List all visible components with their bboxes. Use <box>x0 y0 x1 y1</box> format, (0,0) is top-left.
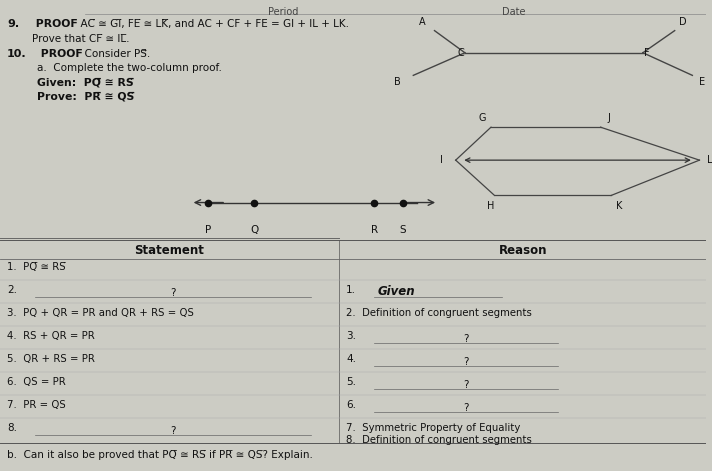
Text: F: F <box>644 48 649 58</box>
Text: b.  Can it also be proved that PQ̅ ≅ RS̅ if PR̅ ≅ QS̅? Explain.: b. Can it also be proved that PQ̅ ≅ RS̅ … <box>7 450 313 460</box>
Text: P: P <box>205 225 211 235</box>
Text: A: A <box>419 17 425 27</box>
Text: ?: ? <box>170 288 176 298</box>
Text: 8.  Definition of congruent segments: 8. Definition of congruent segments <box>346 435 532 445</box>
Text: S: S <box>399 225 406 235</box>
Text: Reason: Reason <box>498 244 547 257</box>
Text: ?: ? <box>464 334 469 344</box>
Text: I: I <box>440 155 443 165</box>
Text: 6.: 6. <box>346 400 356 410</box>
Text: Given:  PQ̅ ≅ RS̅: Given: PQ̅ ≅ RS̅ <box>37 77 133 87</box>
Text: a.  Complete the two-column proof.: a. Complete the two-column proof. <box>37 63 221 73</box>
Text: C: C <box>458 48 465 58</box>
Text: Period: Period <box>268 7 299 17</box>
Text: 7.  Symmetric Property of Equality: 7. Symmetric Property of Equality <box>346 423 520 433</box>
Text: L: L <box>707 155 712 165</box>
Text: 10.: 10. <box>7 49 26 58</box>
Text: ?: ? <box>464 403 469 413</box>
Text: D: D <box>679 17 687 27</box>
Text: 3.: 3. <box>346 332 356 341</box>
Text: 6.  QS = PR: 6. QS = PR <box>7 377 66 387</box>
Text: 3.  PQ + QR = PR and QR + RS = QS: 3. PQ + QR = PR and QR + RS = QS <box>7 309 194 318</box>
Text: ?: ? <box>464 357 469 367</box>
Text: PROOF: PROOF <box>32 19 78 29</box>
Text: 1.  PQ̅ ≅ RS̅: 1. PQ̅ ≅ RS̅ <box>7 262 66 273</box>
Text: K: K <box>617 201 623 211</box>
Text: Q: Q <box>250 225 258 235</box>
Text: 4.  RS + QR = PR: 4. RS + QR = PR <box>7 332 95 341</box>
Text: Prove:  PR̅ ≅ QS̅: Prove: PR̅ ≅ QS̅ <box>37 91 134 101</box>
Text: E: E <box>699 77 706 88</box>
Text: PROOF: PROOF <box>37 49 83 58</box>
Text: J: J <box>607 113 610 123</box>
Text: ?: ? <box>464 380 469 390</box>
Text: AC̅ ≅ GI̅, FE̅ ≅ LK̅, and AC + CF + FE = GI + IL + LK.: AC̅ ≅ GI̅, FE̅ ≅ LK̅, and AC + CF + FE =… <box>74 19 349 29</box>
Text: G: G <box>478 113 486 123</box>
Text: 5.: 5. <box>346 377 356 387</box>
Text: 8.: 8. <box>7 423 17 433</box>
Text: Given: Given <box>378 284 416 298</box>
Text: 5.  QR + RS = PR: 5. QR + RS = PR <box>7 354 95 365</box>
Text: 2.  Definition of congruent segments: 2. Definition of congruent segments <box>346 309 532 318</box>
Text: Prove that CF̅ ≅ IL̅.: Prove that CF̅ ≅ IL̅. <box>32 34 130 44</box>
Text: 4.: 4. <box>346 354 356 365</box>
Text: 1.: 1. <box>346 285 356 295</box>
Text: 9.: 9. <box>7 19 19 29</box>
Text: R: R <box>371 225 378 235</box>
Text: Statement: Statement <box>135 244 204 257</box>
Text: 7.  PR = QS: 7. PR = QS <box>7 400 66 410</box>
Text: Date: Date <box>502 7 525 17</box>
Text: 2.: 2. <box>7 285 17 295</box>
Text: ?: ? <box>170 426 176 436</box>
Text: H: H <box>487 201 495 211</box>
Text: B: B <box>394 77 401 88</box>
Text: Consider PS⃗.: Consider PS⃗. <box>78 49 150 58</box>
